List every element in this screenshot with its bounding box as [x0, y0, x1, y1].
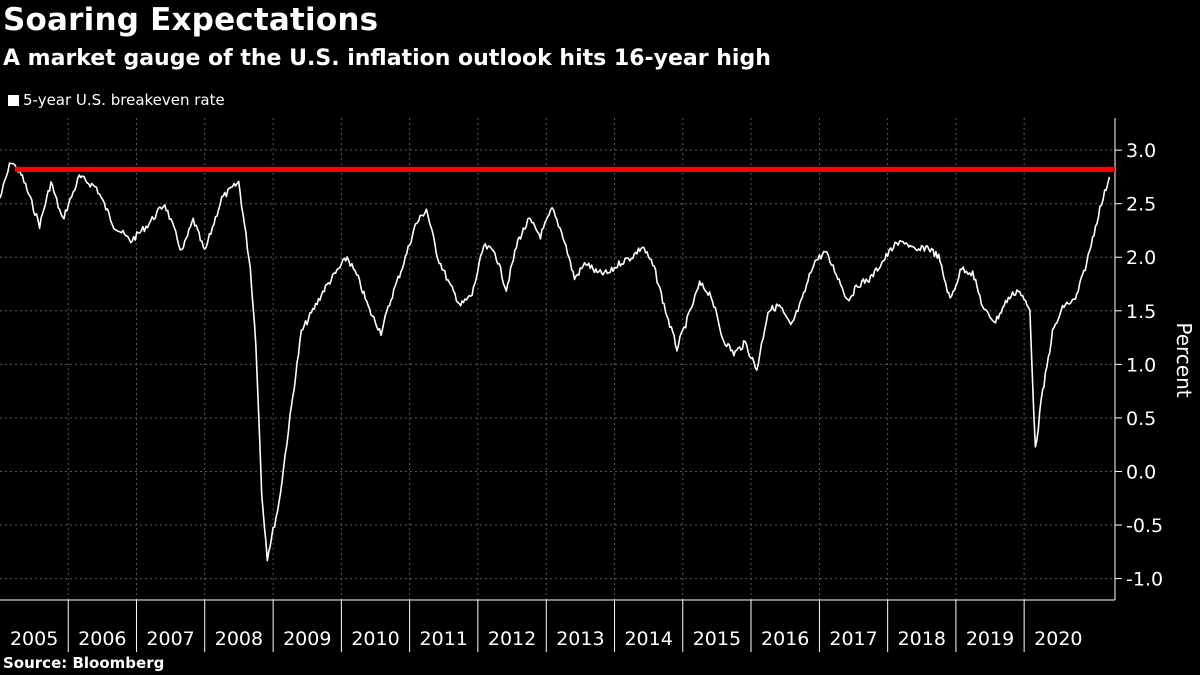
x-tick-label: 2012: [488, 628, 536, 650]
chart-subtitle: A market gauge of the U.S. inflation out…: [3, 46, 771, 71]
chart-title: Soaring Expectations: [3, 2, 379, 38]
x-tick-label: 2011: [420, 628, 468, 650]
series-line-breakeven: [0, 162, 1111, 562]
x-tick-label: 2017: [829, 628, 877, 650]
x-tick-label: 2018: [898, 628, 946, 650]
x-tick-label: 2006: [78, 628, 126, 650]
x-tick-label: 2016: [761, 628, 809, 650]
legend-label-breakeven: 5-year U.S. breakeven rate: [23, 91, 225, 109]
x-tick-label: 2019: [966, 628, 1014, 650]
x-tick-label: 2007: [146, 628, 194, 650]
x-tick-label: 2015: [693, 628, 741, 650]
y-tick-label: 3.0: [1126, 140, 1156, 162]
x-tick-label: 2009: [283, 628, 331, 650]
y-tick-label: -1.0: [1126, 569, 1163, 591]
y-tick-label: 1.0: [1126, 354, 1156, 376]
legend: 5-year U.S. breakeven rate: [8, 91, 225, 109]
x-tick-label: 2005: [10, 628, 58, 650]
y-tick-label: -0.5: [1126, 515, 1163, 537]
x-tick-label: 2010: [351, 628, 399, 650]
legend-swatch-breakeven: [8, 94, 19, 106]
x-tick-label: 2014: [624, 628, 672, 650]
y-tick-label: 1.5: [1126, 301, 1156, 323]
x-tick-label: 2008: [215, 628, 263, 650]
y-axis-label: Percent: [1172, 322, 1196, 398]
y-tick-label: 0.5: [1126, 408, 1156, 430]
y-tick-label: 2.0: [1126, 247, 1156, 269]
x-tick-label: 2013: [556, 628, 604, 650]
y-tick-label: 0.0: [1126, 461, 1156, 483]
y-tick-label: 2.5: [1126, 194, 1156, 216]
source-note: Source: Bloomberg: [3, 654, 165, 672]
x-tick-label: 2020: [1034, 628, 1082, 650]
